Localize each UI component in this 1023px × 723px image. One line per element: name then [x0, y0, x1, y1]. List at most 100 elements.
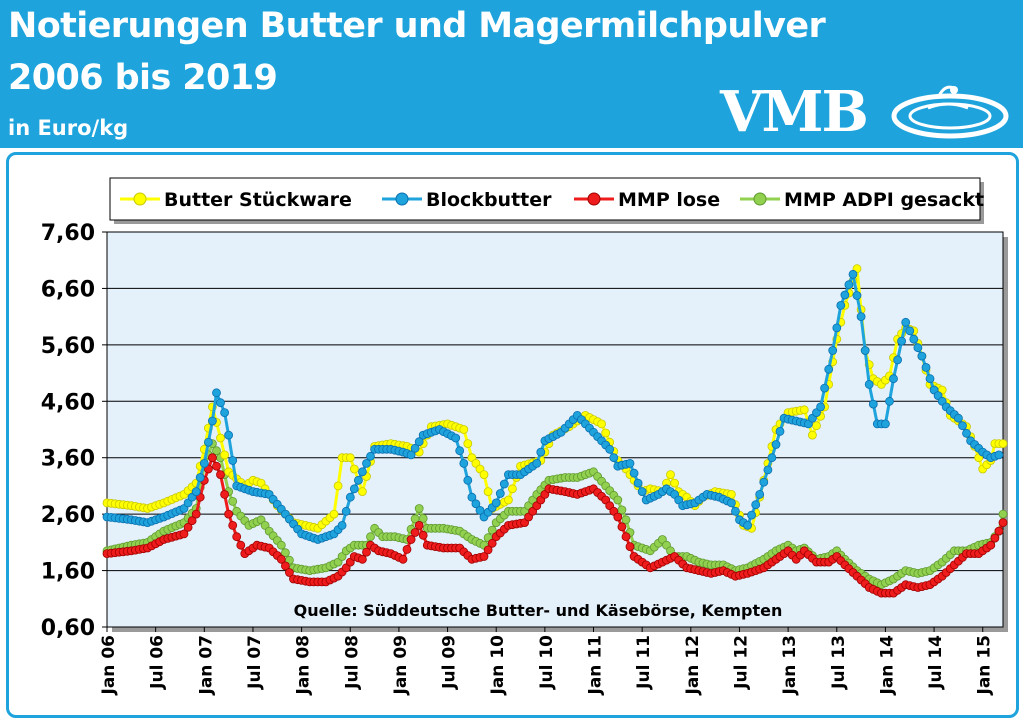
data-point	[216, 433, 225, 443]
data-point	[613, 512, 623, 522]
data-point	[228, 496, 238, 506]
data-point	[475, 505, 485, 515]
data-point	[755, 489, 765, 499]
data-point	[402, 545, 412, 554]
data-point	[597, 419, 606, 429]
data-point	[353, 475, 363, 485]
data-point	[479, 552, 489, 561]
data-point	[276, 540, 286, 550]
data-point	[414, 521, 424, 530]
legend-marker	[133, 192, 147, 206]
data-point	[414, 437, 424, 447]
data-point	[759, 477, 769, 487]
data-point	[621, 532, 631, 542]
data-point	[925, 374, 935, 384]
data-point	[844, 280, 854, 290]
data-point	[536, 447, 546, 457]
data-point	[284, 568, 294, 577]
legend-entry: MMP ADPI gesackt	[740, 189, 984, 211]
data-point	[998, 509, 1008, 519]
data-point	[191, 509, 201, 519]
data-point	[625, 542, 635, 551]
data-point	[463, 475, 473, 485]
legend-label: MMP ADPI gesackt	[784, 189, 984, 211]
data-point	[775, 426, 785, 436]
data-point	[499, 479, 509, 489]
chart-subtitle: 2006 bis 2019	[8, 58, 278, 98]
data-point	[203, 437, 213, 447]
data-point	[881, 419, 890, 429]
data-point	[216, 470, 225, 480]
data-point	[799, 405, 809, 415]
data-point	[487, 525, 497, 535]
x-tick-label: Jul 14	[926, 635, 946, 690]
legend-entry: Blockbutter	[382, 189, 552, 211]
data-point	[366, 532, 375, 542]
data-point	[824, 364, 834, 374]
y-tick-label: 2,60	[41, 503, 95, 528]
data-point	[357, 487, 367, 497]
data-point	[994, 450, 1004, 460]
x-tick-label: Jan 13	[780, 635, 800, 695]
data-point	[199, 458, 209, 468]
x-tick-label: Jan 08	[294, 635, 314, 695]
data-point	[183, 522, 193, 532]
data-point	[398, 554, 408, 564]
data-point	[852, 291, 862, 300]
legend-marker	[587, 192, 601, 206]
data-point	[860, 346, 870, 355]
data-point	[917, 351, 927, 361]
data-point	[727, 489, 736, 499]
vmb-logo: VMB	[720, 79, 869, 145]
data-point	[637, 487, 647, 497]
data-point	[808, 430, 817, 440]
data-point	[731, 506, 740, 516]
data-point	[901, 317, 911, 327]
x-tick-label: Jan 11	[586, 635, 606, 695]
data-point	[832, 323, 842, 333]
data-point	[220, 489, 230, 499]
data-point	[228, 456, 238, 465]
x-tick-label: Jan 14	[877, 635, 897, 696]
data-point	[990, 533, 1000, 543]
legend	[109, 177, 981, 221]
x-tick-label: Jan 15	[975, 635, 995, 695]
data-point	[463, 439, 473, 449]
legend-entry: MMP lose	[574, 189, 720, 211]
data-point	[471, 499, 481, 509]
data-point	[994, 526, 1004, 536]
data-point	[609, 453, 619, 463]
data-point	[232, 532, 242, 542]
data-point	[410, 528, 420, 537]
data-point	[280, 548, 290, 558]
data-point	[743, 521, 752, 530]
x-tick-label: Jul 07	[245, 635, 265, 690]
x-tick-label: Jan 12	[683, 635, 703, 695]
data-point	[913, 343, 923, 353]
data-point	[625, 458, 635, 468]
data-point	[337, 521, 347, 530]
source-note: Quelle: Süddeutsche Butter- und Käsebörs…	[294, 601, 783, 620]
legend-entry: Butter Stückware	[120, 189, 352, 211]
chart-title: Notierungen Butter und Magermilchpulver	[8, 6, 826, 46]
data-point	[613, 495, 623, 505]
x-tick-label: Jan 09	[391, 635, 411, 695]
data-point	[747, 510, 756, 520]
data-point	[812, 421, 821, 431]
data-point	[897, 336, 906, 346]
data-point	[207, 416, 217, 426]
x-tick-label: Jul 08	[342, 635, 362, 690]
data-point	[816, 402, 825, 412]
data-point	[349, 484, 359, 494]
data-point	[467, 492, 477, 502]
data-point	[605, 444, 615, 454]
data-point	[763, 465, 773, 475]
data-point	[958, 421, 967, 431]
legend-label: Butter Stückware	[164, 189, 352, 211]
data-point	[228, 521, 238, 530]
data-point	[487, 538, 497, 548]
data-point	[341, 506, 351, 516]
data-point	[751, 500, 761, 510]
data-point	[220, 408, 230, 418]
unit-label: in Euro/kg	[8, 116, 129, 140]
